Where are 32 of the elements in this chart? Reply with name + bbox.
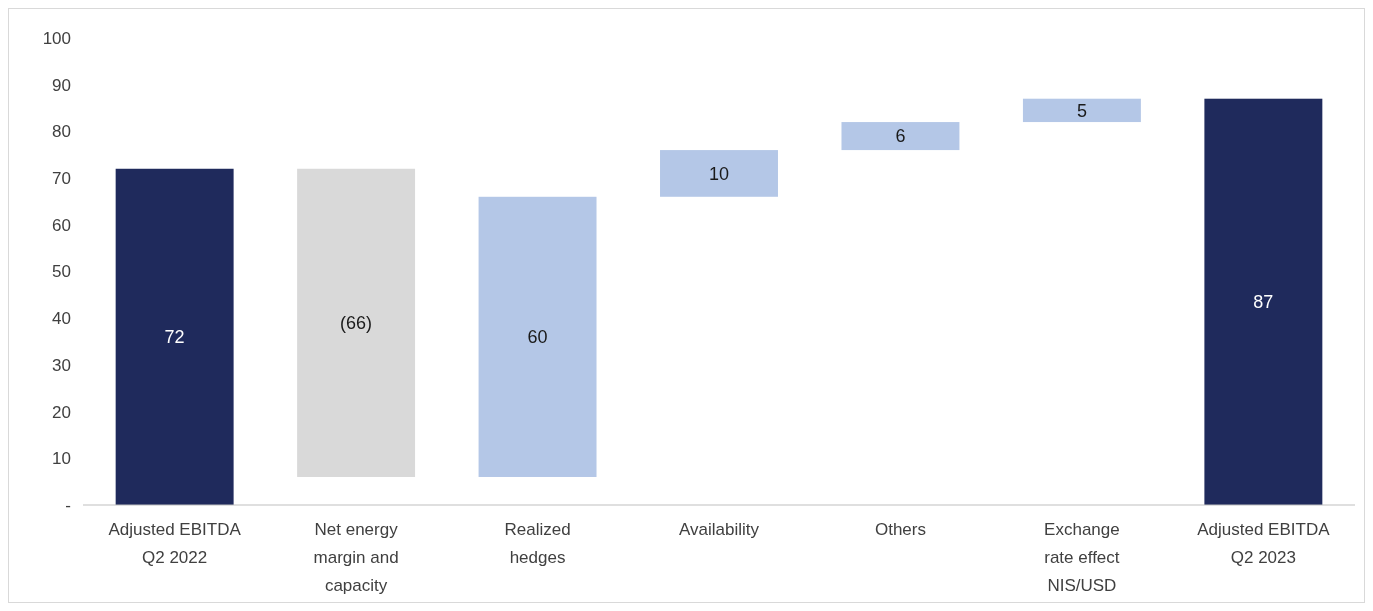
y-tick-label: 90 (52, 75, 71, 95)
x-tick-label: Adjusted EBITDA Q2 2022 (108, 520, 242, 567)
y-tick-label: 30 (52, 355, 71, 375)
y-tick-label: 20 (52, 402, 71, 422)
bar (660, 150, 778, 197)
y-tick-label: 70 (52, 169, 71, 189)
x-tick-label: Exchange rate effect NIS/USD (1044, 520, 1120, 595)
bar (297, 168, 416, 477)
bar (841, 122, 960, 151)
x-tick-label: Others (874, 520, 926, 539)
y-tick-label: 60 (52, 215, 71, 235)
y-tick-label: - (65, 495, 71, 515)
bar (478, 196, 597, 477)
y-tick-label: 10 (52, 449, 71, 469)
bar (115, 168, 234, 505)
data-label: (66) (340, 313, 373, 334)
x-tick-label: Availability (678, 520, 760, 539)
data-label: 6 (895, 126, 906, 147)
y-tick-label: 100 (42, 28, 71, 48)
data-label: 72 (164, 327, 185, 348)
x-tick-label: Adjusted EBITDA Q2 2023 (1197, 520, 1331, 567)
data-label: 87 (1253, 292, 1274, 313)
data-label: 60 (527, 327, 548, 348)
x-tick-label: Realized hedges (504, 520, 571, 567)
bar (1204, 98, 1323, 505)
bar (1022, 98, 1141, 123)
y-tick-label: 50 (52, 262, 71, 282)
data-label: 10 (708, 163, 730, 184)
y-tick-label: 80 (52, 122, 71, 142)
y-tick-label: 40 (52, 309, 71, 329)
data-label: 5 (1076, 100, 1087, 121)
x-tick-label: Net energy margin and capacity (313, 520, 399, 595)
